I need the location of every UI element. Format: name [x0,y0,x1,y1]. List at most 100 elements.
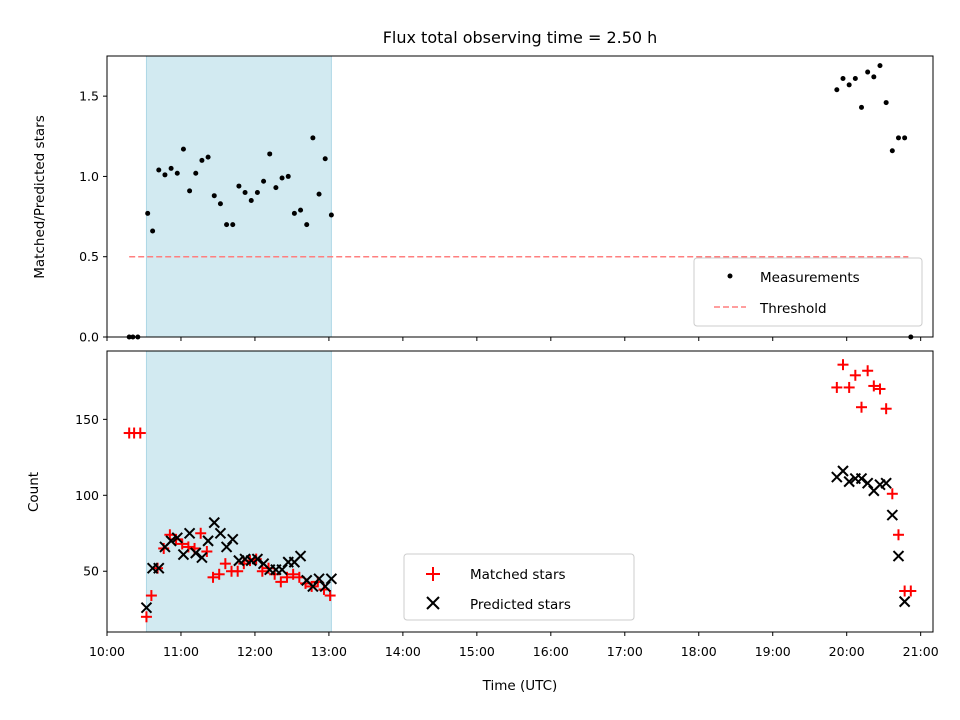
measurement-point [248,198,254,204]
time-x-tick-label: 13:00 [311,644,347,659]
predicted-star-point [214,527,227,539]
time-x-tick-label: 18:00 [681,644,717,659]
count-y-tick-label: 150 [75,412,99,427]
predicted-star-point [861,477,874,489]
matched-star-point [874,383,886,395]
measurement-point [895,135,901,141]
matched-star-point [275,576,287,588]
measurement-point [310,135,316,141]
ratio-legend-box [693,257,923,327]
matched-star-point [892,529,904,541]
measurement-point [865,69,871,75]
measurement-point [889,148,895,154]
measurement-point [150,228,156,234]
measurement-point [230,222,236,228]
ratio-observing-span [145,55,332,338]
measurement-point [328,212,334,218]
predicted-stars-legend-marker [426,596,440,610]
measurement-point [883,100,889,106]
measurement-point [304,222,310,228]
measurement-point [187,188,193,194]
matched-star-point [324,590,336,602]
measurement-point [242,189,248,195]
measurement-point [162,172,168,178]
predicted-star-point [251,553,264,565]
ratio-observing-span-layer [145,55,332,338]
ratio-y-tick-label: 1.0 [79,169,99,184]
predicted-star-point [307,580,319,593]
count-legend-box [403,553,635,621]
predicted-star-point [140,601,153,614]
measurement-point [273,185,279,191]
predicted-star-point [313,573,325,585]
predicted-star-point [220,541,233,553]
matched-star-point [837,359,849,371]
measurement-point [180,146,186,152]
predicted-star-point [325,573,338,585]
measurement-point [285,173,291,179]
measurement-point [168,165,174,171]
predicted-star-point [183,527,196,539]
predicted-star-point [898,595,911,608]
predicted-star-point [196,551,208,564]
predicted-star-point [843,475,855,488]
count-y-axis: 50 100 150 [75,412,107,579]
predicted-star-point [153,562,165,574]
matched-star-point [207,571,219,583]
count-observing-span-layer [145,350,332,633]
time-x-tick-label: 12:00 [237,644,273,659]
measurement-point [322,156,328,162]
measurement-point [236,183,242,189]
predicted-star-point [837,465,849,477]
time-x-tick-label: 20:00 [829,644,865,659]
matched-star-point [843,381,855,393]
matched-star-point [232,565,244,577]
predicted-star-point [855,472,868,485]
ratio-x-axis-ticks [106,337,922,341]
count-observing-span [145,350,332,633]
time-x-axis: 10:00 11:00 12:00 13:00 14:00 15:00 16:00 17:00… [89,632,939,659]
predicted-star-point [880,477,892,489]
count-panel-frame [106,350,934,633]
count-y-axis-label: Count [26,472,42,512]
matched-stars-legend-marker [426,567,440,581]
measurement-point [834,87,840,93]
time-x-tick-label: 19:00 [755,644,791,659]
measurements-legend-marker [727,273,733,279]
predicted-star-point [319,580,331,593]
matched-star-point [134,427,146,439]
time-x-tick-label: 17:00 [607,644,643,659]
predicted-star-point [177,548,190,561]
predicted-stars-legend-label: Predicted stars [470,597,571,613]
ratio-y-axis: 0.0 0.5 1.0 1.5 [79,89,107,345]
matched-star-point [880,403,892,415]
measurements-series [126,63,914,340]
matched-star-point [140,611,152,623]
matched-stars-legend-label: Matched stars [470,567,566,583]
predicted-star-point [886,509,899,521]
count-y-tick-label: 50 [83,564,99,579]
threshold-legend-label: Threshold [759,301,827,317]
measurement-point [852,75,858,81]
time-x-tick-label: 15:00 [459,644,495,659]
predicted-star-point [165,535,177,547]
matched-star-point [831,381,843,393]
time-x-tick-label: 10:00 [89,644,125,659]
measurement-point [145,210,151,216]
ratio-panel-frame [106,55,934,338]
matched-star-point [862,365,874,377]
measurement-point [279,175,285,181]
time-x-tick-label: 21:00 [903,644,939,659]
measurement-point [224,222,230,228]
time-x-tick-label: 11:00 [163,644,199,659]
measurement-point [291,210,297,216]
ratio-legend: Measurements Threshold [693,257,923,327]
matched-star-point [287,568,299,580]
measurement-point [193,170,199,176]
measurement-point [871,74,877,80]
matched-star-point [905,585,917,597]
ratio-y-tick-label: 1.5 [79,89,99,104]
matched-star-point [219,558,231,570]
measurement-point [846,82,852,88]
